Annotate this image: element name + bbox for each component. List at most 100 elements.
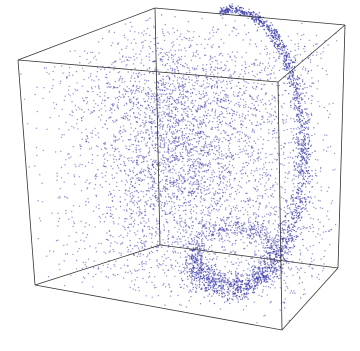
point [175,154,177,157]
point [189,69,191,72]
point [223,246,225,248]
point [301,22,303,25]
point [127,249,130,251]
point [126,103,128,105]
point [198,92,200,95]
point [286,82,289,85]
point [281,107,283,109]
point [255,245,257,247]
point [289,251,292,253]
point [112,104,114,107]
point [234,252,236,255]
point [283,164,285,167]
point [166,158,169,160]
point [83,78,85,81]
point [132,185,134,187]
point [320,258,322,260]
point [249,136,251,139]
point [141,228,144,231]
point [177,61,179,64]
point [74,104,77,107]
point [166,96,169,98]
point [270,69,273,72]
point [106,206,108,208]
point [308,121,310,124]
point [235,251,237,253]
point [189,170,191,172]
point [192,147,194,149]
point [131,191,133,194]
point [160,194,162,197]
point [69,113,71,116]
point [180,63,182,66]
point [234,243,236,245]
point [126,203,129,205]
point [246,192,248,195]
point [148,252,151,254]
point [156,198,159,200]
point [309,245,311,248]
point [309,196,312,198]
point [225,199,228,201]
point [279,240,281,242]
point [127,232,129,234]
point [104,175,107,177]
point [181,148,184,150]
point [196,245,199,247]
point [195,188,198,190]
point [131,91,133,94]
point [276,28,278,31]
point [250,169,253,172]
point [88,62,90,64]
point [195,290,197,292]
point [189,121,191,123]
point [308,166,310,168]
point [222,292,225,294]
point [119,77,122,79]
point [194,81,196,84]
point [223,42,225,44]
point [254,107,256,110]
point [280,148,282,150]
point [260,136,262,138]
point [99,184,102,186]
point [132,194,134,196]
point [143,225,146,227]
point [162,127,164,129]
point [171,210,173,213]
point [262,143,264,145]
point [259,178,261,180]
point [137,241,139,244]
point [171,89,174,92]
point [332,102,334,105]
point [94,103,97,105]
point [302,98,304,101]
point [274,220,276,222]
point [305,227,307,230]
point [249,270,251,272]
point [195,291,197,294]
point [162,117,164,120]
point [143,169,145,171]
point [191,79,193,81]
point [88,183,90,185]
point [218,148,220,150]
point [247,218,250,220]
point [151,232,153,235]
point [133,245,136,247]
point [188,46,191,48]
point [301,68,304,70]
point [154,195,156,197]
point [139,148,142,150]
point [229,112,231,115]
point [132,72,135,74]
point [152,135,154,137]
point [294,292,296,294]
point [202,90,205,92]
point [83,70,85,72]
point [288,170,290,173]
point [98,109,100,112]
point [191,227,194,230]
point [106,76,108,79]
point [148,226,150,228]
